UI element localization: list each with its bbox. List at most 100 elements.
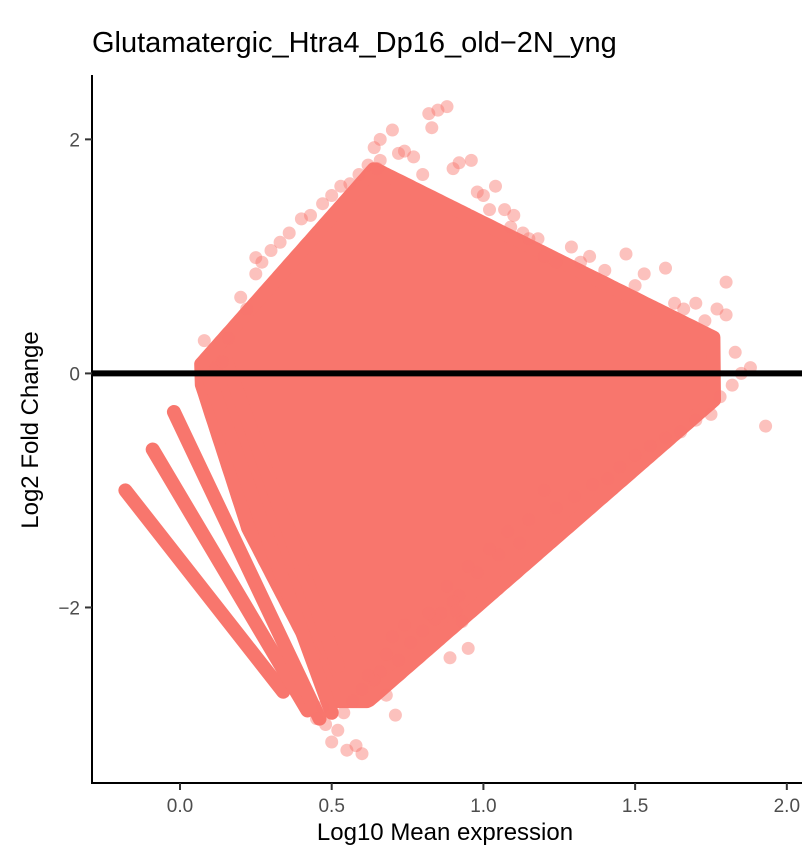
data-point [531,232,545,246]
data-point [367,673,381,687]
data-point [449,604,463,618]
x-tick-label: 2.0 [774,796,800,817]
data-point [564,240,578,254]
data-point [668,296,682,310]
data-point [583,249,597,263]
data-point [470,565,484,579]
data-point [492,548,506,562]
data-point [428,612,442,626]
data-point [334,179,348,193]
data-point [522,513,536,527]
data-point [537,249,551,263]
data-point [637,267,651,281]
data-point [522,232,536,246]
x-tick-label: 0.0 [167,796,193,817]
data-point [689,296,703,310]
data-point [325,189,339,202]
data-point [398,618,411,632]
x-tick-label: 1.0 [470,796,496,817]
data-point [273,235,287,249]
data-point [470,185,484,199]
data-point [659,261,672,275]
data-point [704,407,718,421]
data-point [385,123,399,137]
data-point [434,606,448,620]
band-line [218,352,345,673]
data-point [440,579,454,593]
data-point [355,682,369,696]
data-point [719,275,733,289]
data-point [352,168,366,181]
data-point [425,121,439,135]
data-point [659,431,672,445]
data-point [728,345,742,359]
data-point [349,739,363,753]
data-point [404,636,418,650]
data-point [343,177,357,191]
data-point [619,247,633,261]
data-point [598,263,612,277]
data-point [713,390,727,404]
data-point [310,712,323,726]
data-point [249,251,263,265]
data-point [355,747,369,761]
data-point [446,595,460,609]
data-point [677,302,691,316]
data-point [379,688,393,702]
data-point [379,647,393,661]
x-tick-label: 1.5 [622,796,648,817]
data-point [331,723,345,737]
data-point [282,226,296,240]
data-point [537,483,551,497]
y-axis-title: Log2 Fold Change [17,331,44,528]
data-point [452,589,466,603]
y-tick-label: −2 [58,598,80,619]
data-point [316,197,330,211]
data-point [710,302,724,316]
data-point [446,162,460,176]
data-point [361,668,375,682]
data-point [674,425,688,439]
data-point [601,472,615,486]
data-point [264,244,278,257]
x-tick-label: 0.5 [318,796,344,817]
data-point [392,146,405,160]
data-point [483,542,496,556]
data-point [461,560,475,573]
data-point [373,132,387,146]
data-point [385,630,399,644]
data-point [567,489,581,503]
data-point [476,189,490,202]
data-point [498,203,512,217]
data-point [316,700,330,714]
data-point [483,203,496,217]
data-point [574,255,587,269]
band-line [118,483,291,699]
data-point [388,708,402,722]
data-point [216,355,229,369]
data-point [392,653,405,667]
data-point [346,694,360,708]
data-point [407,150,421,164]
data-point [337,706,351,720]
data-point [367,141,381,155]
y-axis-ticks: −2 0 2 [58,130,92,619]
data-point [325,735,339,749]
data-point [304,208,317,222]
point-cloud [194,162,721,709]
y-tick-label: 2 [69,130,80,151]
data-point [443,651,457,665]
data-point [689,413,703,427]
data-point [513,536,527,550]
data-point [440,100,454,114]
data-point [431,103,445,117]
data-point [240,302,254,316]
data-point [549,255,563,269]
x-axis-ticks: 0.0 0.5 1.0 1.5 2.0 [167,783,800,817]
data-point [628,448,642,462]
data-point [249,267,263,281]
band-line [166,405,327,726]
data-point [340,743,354,757]
data-point [516,226,530,240]
